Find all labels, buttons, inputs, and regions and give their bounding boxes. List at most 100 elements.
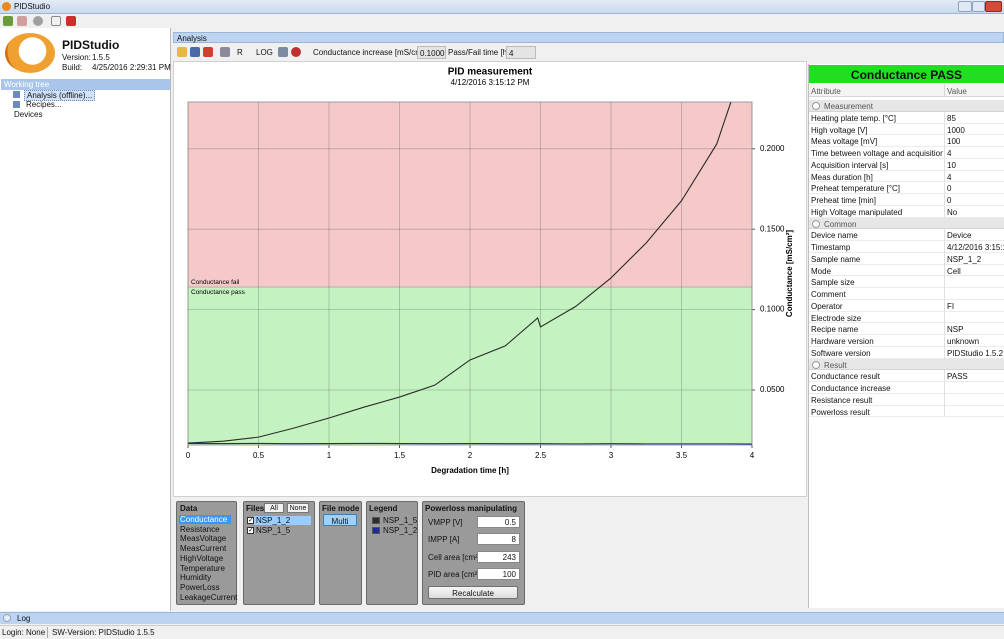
plot-border	[187, 101, 753, 446]
working-tree: Analysis (offline)... Recipes... Devices	[0, 90, 170, 131]
pass-fail-label: Pass/Fail time [h]:	[448, 48, 512, 57]
property-row	[809, 206, 1004, 218]
property-row	[809, 253, 1004, 265]
property-value: No	[947, 207, 958, 217]
open-button[interactable]	[177, 47, 187, 57]
group-header[interactable]	[809, 100, 1004, 112]
property-row	[809, 335, 1004, 347]
column-divider	[944, 182, 945, 194]
property-value: Device	[947, 231, 972, 241]
collapse-icon[interactable]	[812, 360, 820, 369]
data-item[interactable]: Temperature	[180, 563, 225, 573]
property-name: Resistance result	[811, 395, 873, 405]
data-item[interactable]: Humidity	[180, 573, 212, 583]
log-bar[interactable]	[0, 612, 1004, 624]
conductance-increase-input[interactable]: 0.1000	[417, 46, 446, 59]
data-item[interactable]: LeakageCurrent	[180, 592, 238, 602]
pass-fail-input[interactable]: 4	[506, 46, 536, 59]
property-row	[809, 124, 1004, 136]
property-name: Preheat time [min]	[811, 196, 876, 205]
field-input[interactable]: 100	[477, 567, 520, 580]
property-name: Operator	[811, 301, 843, 311]
property-name: Heating plate temp. [°C]	[811, 113, 897, 123]
multi-button[interactable]: Multi	[323, 514, 357, 526]
title-bar	[0, 0, 1004, 14]
data-item[interactable]: PowerLoss	[180, 582, 220, 592]
x-axis-label: Degradation time [h]	[431, 466, 509, 475]
data-item[interactable]: Resistance	[180, 524, 220, 534]
collapse-icon[interactable]	[812, 219, 820, 228]
save-button[interactable]	[190, 47, 200, 57]
checkbox[interactable]: ✓	[247, 526, 254, 534]
minimize-button[interactable]	[958, 1, 972, 12]
toolbar-help[interactable]	[51, 16, 61, 26]
tree-item[interactable]: Devices	[14, 110, 43, 119]
column-divider	[944, 393, 945, 406]
print-button[interactable]	[220, 47, 230, 57]
data-item[interactable]: MeasVoltage	[180, 534, 227, 544]
x-tick-label: 3.5	[676, 451, 688, 460]
x-tick-label: 2	[468, 451, 473, 460]
all-button[interactable]: All	[264, 503, 284, 513]
property-row	[809, 323, 1004, 335]
log-expander[interactable]	[3, 614, 11, 622]
analysis-header: Analysis	[173, 32, 1004, 43]
property-row	[809, 159, 1004, 171]
toolbar-connect[interactable]	[3, 16, 13, 26]
field-input[interactable]: 243	[477, 550, 520, 563]
column-header-label: Attribute	[811, 87, 841, 96]
maximize-button[interactable]	[972, 1, 985, 12]
tree-icon	[13, 91, 20, 98]
checkbox[interactable]: ✓	[247, 517, 254, 524]
tree-icon	[13, 101, 20, 108]
version-value: 1.5.5	[92, 53, 110, 62]
x-tick-label: 1.5	[394, 451, 406, 460]
toolbar-exit[interactable]	[66, 16, 76, 26]
property-name: High Voltage manipulated	[811, 207, 903, 217]
group-header[interactable]	[809, 217, 1004, 230]
y-tick-label: 0.1000	[760, 305, 785, 314]
zone-label: Conductance fail	[191, 279, 240, 286]
property-name: High voltage [V]	[811, 125, 868, 135]
r-button[interactable]: R	[237, 48, 243, 57]
build-label: Build:	[62, 63, 83, 72]
data-item[interactable]: HighVoltage	[180, 553, 224, 563]
property-name: Sample name	[811, 254, 861, 264]
column-divider	[944, 123, 945, 136]
property-value: PASS	[947, 372, 968, 382]
column-divider	[944, 84, 945, 97]
property-row	[809, 288, 1004, 300]
toolbar-disconnect[interactable]	[17, 16, 27, 26]
data-item[interactable]: MeasCurrent	[180, 544, 227, 554]
column-divider	[944, 370, 945, 382]
none-button[interactable]: None	[287, 503, 309, 513]
data-item[interactable]: Conductance	[179, 515, 231, 524]
log-button[interactable]: LOG	[256, 48, 273, 57]
toolbar-settings[interactable]	[33, 16, 43, 26]
property-row	[809, 135, 1004, 147]
column-divider	[944, 205, 945, 218]
column-divider	[944, 323, 945, 335]
group-header[interactable]	[809, 358, 1004, 371]
tree-item[interactable]: Analysis (offline)...	[24, 90, 96, 101]
recalculate-button[interactable]: Recalculate	[428, 586, 518, 599]
field-input[interactable]: 0.5	[477, 516, 520, 528]
column-divider	[944, 158, 945, 171]
property-row	[809, 147, 1004, 159]
export-button[interactable]	[278, 47, 288, 57]
result-status: Conductance PASS	[809, 65, 1004, 83]
field-input[interactable]: 8	[477, 533, 520, 546]
x-tick-label: 2.5	[535, 451, 547, 460]
column-divider	[944, 194, 945, 206]
property-name: Preheat temperature [°C]	[811, 184, 901, 194]
status-login: Login: None	[2, 628, 46, 637]
property-value: 0	[947, 184, 952, 194]
property-name: Conductance result	[811, 372, 880, 382]
tree-item[interactable]: Recipes...	[26, 100, 62, 109]
close-button[interactable]	[985, 1, 1002, 12]
view-button[interactable]	[291, 47, 301, 57]
delete-button[interactable]	[203, 47, 213, 57]
column-divider	[944, 288, 945, 300]
property-value: 10	[947, 160, 956, 170]
collapse-icon[interactable]	[812, 102, 820, 110]
